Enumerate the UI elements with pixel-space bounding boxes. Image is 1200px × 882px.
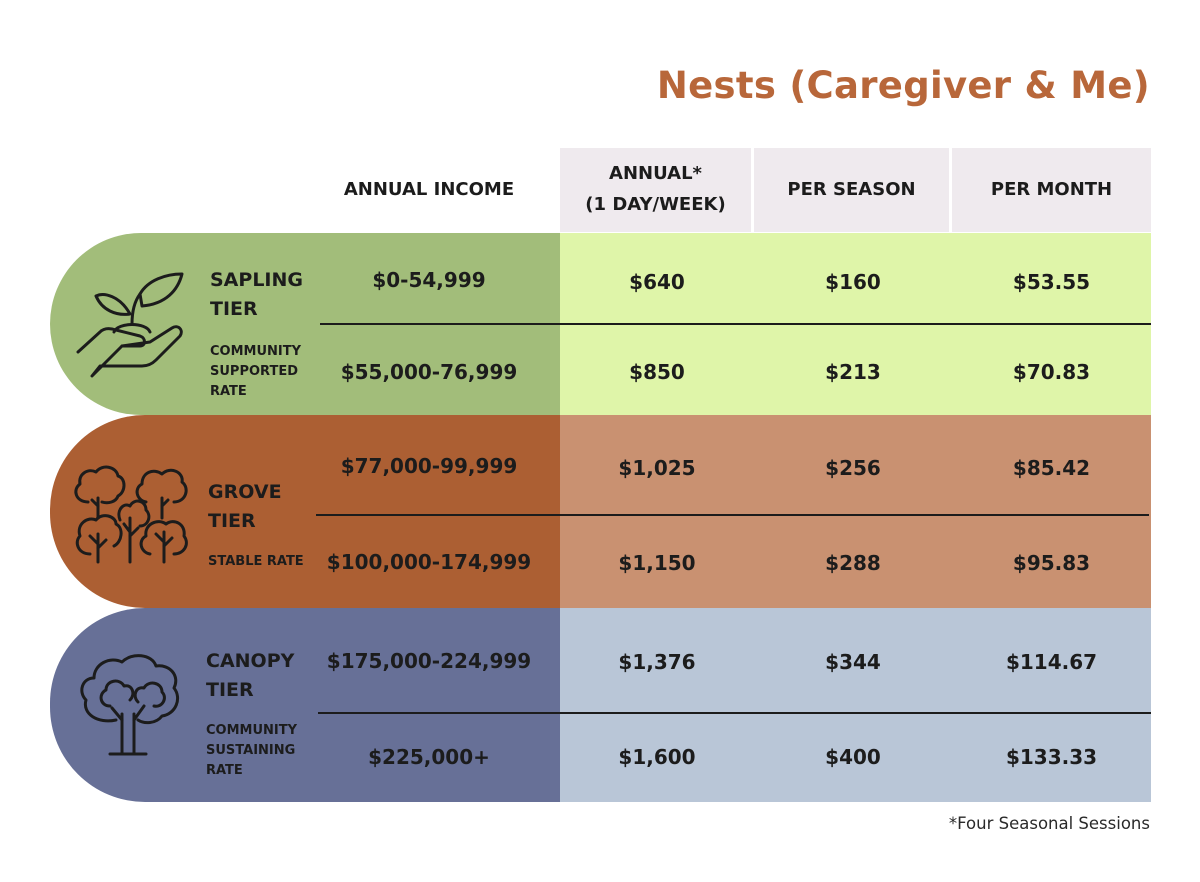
- canopy-tree-icon: [80, 654, 179, 756]
- canopy-row1-month: $114.67: [1005, 650, 1098, 674]
- canopy-row2-annual: $1,600: [618, 745, 696, 769]
- canopy-tier-name-line2: TIER: [206, 679, 254, 701]
- sapling-row1-season: $160: [825, 270, 881, 294]
- grove-row1-annual: $1,025: [618, 456, 696, 480]
- sapling-row-divider: [320, 323, 1151, 325]
- hand-sapling-icon: [76, 272, 184, 378]
- sapling-tier-rate: COMMUNITY SUPPORTED RATE: [210, 342, 301, 402]
- sapling-row2-annual: $850: [629, 360, 685, 384]
- grove-values-band: [560, 415, 1151, 608]
- header-per-month: PER MONTH: [952, 148, 1151, 232]
- grove-tier-rate: STABLE RATE: [208, 552, 304, 572]
- canopy-row2-month: $133.33: [1005, 745, 1098, 769]
- sapling-row1-annual: $640: [629, 270, 685, 294]
- canopy-row-divider: [318, 712, 1151, 714]
- sapling-tier-name-line2: TIER: [210, 298, 258, 320]
- canopy-values-band: [560, 608, 1151, 802]
- sapling-row2-income: $55,000-76,999: [340, 360, 518, 384]
- grove-row2-annual: $1,150: [618, 551, 696, 575]
- canopy-row2-income: $225,000+: [368, 745, 490, 769]
- grove-row-divider: [316, 514, 1149, 516]
- header-annual-line2: (1 DAY/WEEK): [585, 194, 726, 215]
- page-title: Nests (Caregiver & Me): [656, 64, 1150, 107]
- grove-tier-band: [50, 415, 560, 608]
- canopy-row1-season: $344: [825, 650, 881, 674]
- sapling-tier-name-line1: SAPLING: [210, 269, 303, 291]
- canopy-tier-rate: COMMUNITY SUSTAINING RATE: [206, 721, 297, 781]
- canopy-tier-rate-line2: SUSTAINING: [206, 743, 296, 758]
- grove-tier-rate-line1: STABLE RATE: [208, 554, 304, 569]
- sapling-row1-month: $53.55: [1012, 270, 1091, 294]
- canopy-row2-season: $400: [825, 745, 881, 769]
- canopy-row1-income: $175,000-224,999: [326, 649, 532, 673]
- canopy-tier-rate-line1: COMMUNITY: [206, 723, 298, 738]
- header-annual: ANNUAL* (1 DAY/WEEK): [560, 148, 751, 232]
- sapling-tier-name: SAPLING TIER: [210, 266, 303, 324]
- grove-trees-icon: [74, 465, 188, 564]
- sapling-row2-season: $213: [825, 360, 881, 384]
- grove-row2-income: $100,000-174,999: [326, 550, 532, 574]
- grove-row1-season: $256: [825, 456, 881, 480]
- canopy-tier-name-line1: CANOPY: [206, 650, 295, 672]
- header-annual-line1: ANNUAL*: [609, 163, 702, 185]
- sapling-tier-rate-line3: RATE: [210, 384, 247, 399]
- sapling-tier-rate-line2: SUPPORTED: [210, 364, 298, 379]
- sapling-row2-month: $70.83: [1012, 360, 1091, 384]
- grove-row1-month: $85.42: [1012, 456, 1091, 480]
- grove-row1-income: $77,000-99,999: [340, 454, 518, 478]
- footnote: *Four Seasonal Sessions: [948, 814, 1150, 833]
- canopy-tier-band: [50, 608, 560, 802]
- canopy-tier-name: CANOPY TIER: [206, 647, 294, 705]
- header-annual-income: ANNUAL INCOME: [343, 178, 515, 200]
- sapling-tier-rate-line1: COMMUNITY: [210, 344, 302, 359]
- sapling-row1-income: $0-54,999: [372, 268, 486, 292]
- grove-row2-season: $288: [825, 551, 881, 575]
- grove-tier-name-line1: GROVE: [208, 481, 282, 503]
- grove-row2-month: $95.83: [1012, 551, 1091, 575]
- canopy-row1-annual: $1,376: [618, 650, 696, 674]
- grove-tier-name: GROVE TIER: [208, 478, 282, 536]
- header-per-season: PER SEASON: [754, 148, 949, 232]
- canopy-tier-rate-line3: RATE: [206, 763, 243, 778]
- grove-tier-name-line2: TIER: [208, 510, 256, 532]
